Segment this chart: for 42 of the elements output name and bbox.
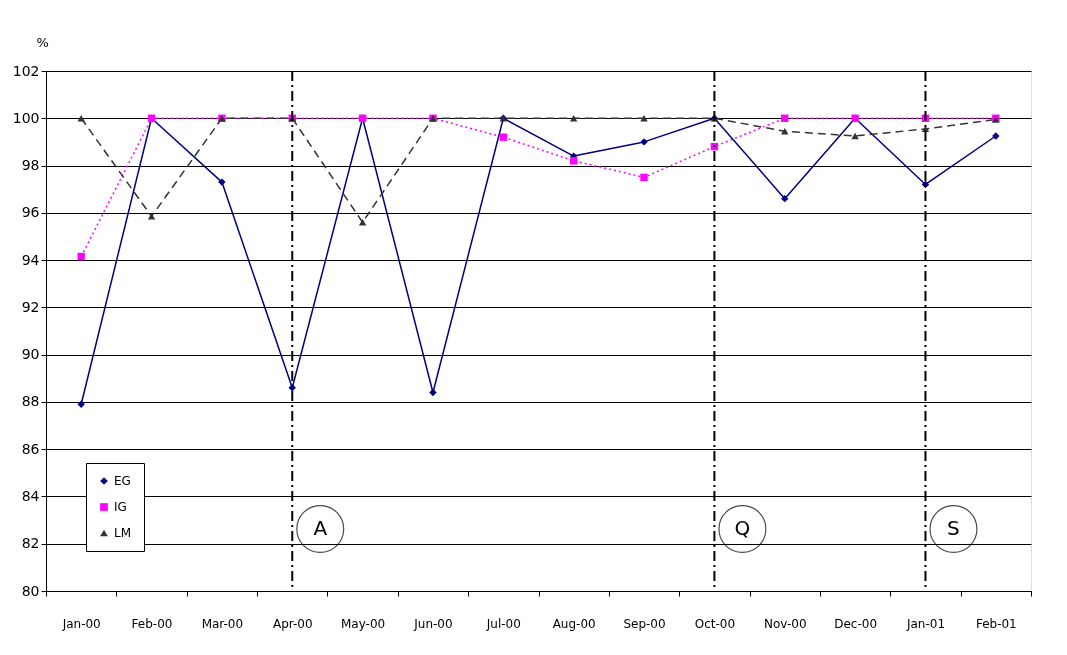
y-tick-label: 92 bbox=[21, 298, 40, 315]
y-axis-title: % bbox=[36, 34, 49, 50]
x-tick-label: Feb-01 bbox=[975, 616, 1017, 631]
x-tick-label: Jun-00 bbox=[413, 616, 453, 631]
y-tick-label: 80 bbox=[21, 582, 40, 599]
x-tick-label: Apr-00 bbox=[272, 616, 313, 631]
x-tick-label: Dec-00 bbox=[834, 616, 878, 631]
point bbox=[781, 194, 789, 203]
ref-line-label: A bbox=[313, 516, 328, 540]
y-tick-label: 98 bbox=[21, 157, 40, 174]
x-tick-label: Jul-00 bbox=[485, 616, 521, 631]
legend-label: IG bbox=[114, 500, 127, 514]
point bbox=[429, 388, 437, 397]
point bbox=[77, 400, 85, 408]
ref-line-label: Q bbox=[734, 516, 751, 540]
y-tick-label: 96 bbox=[21, 204, 40, 221]
legend-label: LM bbox=[114, 526, 132, 540]
y-tick-label: 84 bbox=[21, 487, 40, 504]
x-tick-label: Feb-00 bbox=[131, 616, 173, 631]
legend-label: EG bbox=[114, 474, 131, 488]
x-tick-label: Aug-00 bbox=[552, 616, 596, 631]
y-tick-label: 102 bbox=[12, 62, 40, 79]
x-tick-label: Jan-01 bbox=[905, 616, 946, 631]
y-tick-label: 100 bbox=[12, 109, 40, 126]
x-tick-label: Nov-00 bbox=[763, 616, 807, 631]
point bbox=[147, 213, 156, 220]
y-tick-label: 90 bbox=[21, 346, 40, 363]
point bbox=[499, 133, 508, 141]
ref-line-label: S bbox=[947, 516, 960, 540]
x-tick-label: Mar-00 bbox=[201, 616, 244, 631]
point bbox=[851, 132, 859, 140]
y-tick-label: 94 bbox=[21, 251, 40, 268]
x-tick-label: Jan-00 bbox=[61, 616, 101, 631]
y-tick-label: 86 bbox=[21, 440, 40, 457]
point bbox=[77, 252, 85, 261]
x-tick-label: Oct-00 bbox=[694, 616, 736, 631]
x-tick-label: Sep-00 bbox=[623, 616, 666, 631]
y-tick-label: 82 bbox=[21, 535, 40, 552]
y-tick-label: 88 bbox=[21, 393, 40, 410]
x-tick-label: May-00 bbox=[341, 616, 386, 631]
point bbox=[569, 157, 578, 165]
point bbox=[640, 173, 648, 182]
